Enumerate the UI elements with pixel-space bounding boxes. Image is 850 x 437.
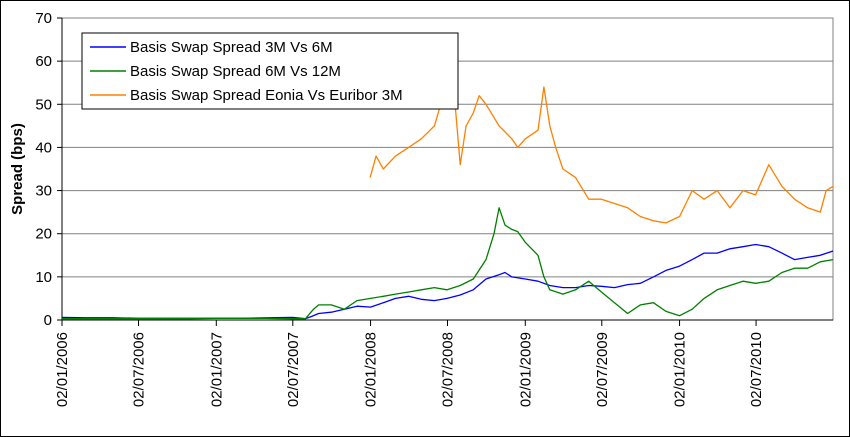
- legend-box: [81, 32, 459, 110]
- legend-entry: Basis Swap Spread 3M Vs 6M: [130, 39, 333, 56]
- y-axis-label: Spread (bps): [9, 123, 26, 215]
- y-tick-label: 50: [35, 96, 52, 113]
- y-tick-label: 60: [35, 53, 52, 70]
- x-tick-label: 02/01/2010: [672, 332, 689, 407]
- x-tick-label: 02/01/2009: [517, 332, 534, 407]
- x-tick-label: 02/01/2007: [208, 332, 225, 407]
- legend-entry: Basis Swap Spread 6M Vs 12M: [130, 63, 341, 80]
- x-tick-label: 02/07/2010: [748, 332, 765, 407]
- x-tick-label: 02/01/2008: [363, 332, 380, 407]
- x-tick-label: 02/07/2009: [594, 332, 611, 407]
- y-tick-label: 20: [35, 226, 52, 243]
- x-tick-label: 02/07/2007: [285, 332, 302, 407]
- y-tick-label: 0: [44, 312, 52, 329]
- series-line-1: [61, 243, 834, 320]
- y-tick-label: 30: [35, 183, 52, 200]
- x-tick-label: 02/01/2006: [54, 332, 71, 407]
- x-tick-label: 02/07/2008: [440, 332, 457, 407]
- y-tick-label: 40: [35, 139, 52, 156]
- x-tick-label: 02/07/2006: [131, 332, 148, 407]
- series-line-2: [62, 207, 834, 320]
- y-tick-label: 10: [35, 269, 52, 286]
- legend-entry: Basis Swap Spread Eonia Vs Euribor 3M: [130, 87, 403, 104]
- y-tick-label: 70: [35, 10, 52, 27]
